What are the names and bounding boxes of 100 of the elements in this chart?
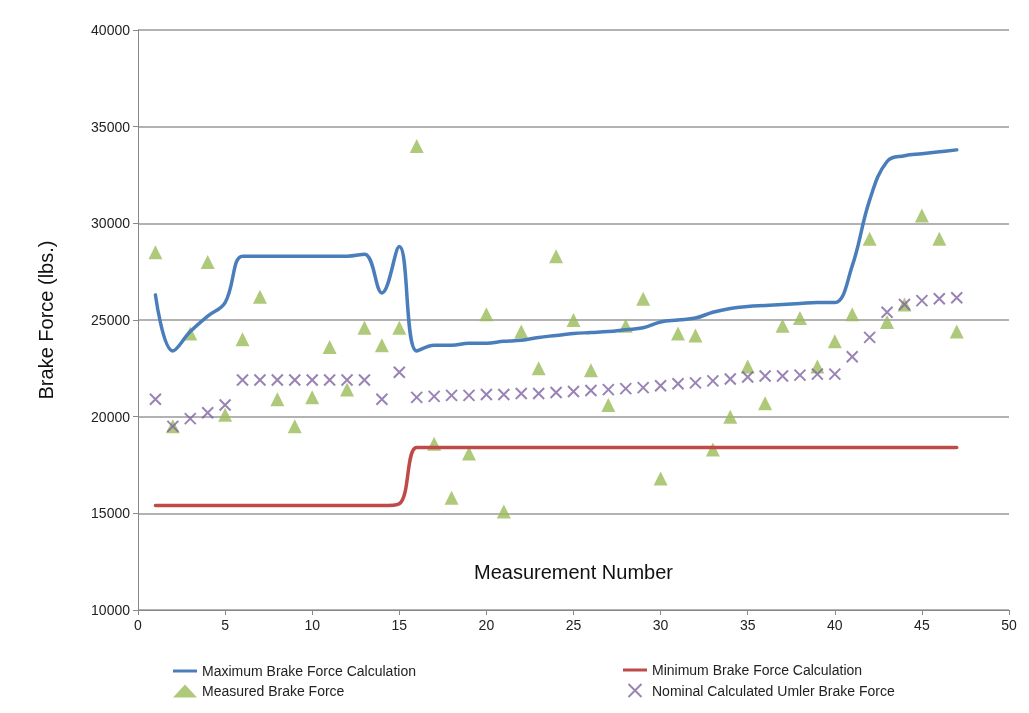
y-tick-label: 30000 bbox=[91, 215, 131, 232]
point bbox=[601, 398, 616, 413]
point bbox=[409, 139, 424, 153]
point bbox=[741, 370, 755, 384]
point bbox=[915, 294, 929, 308]
point bbox=[270, 392, 285, 407]
point bbox=[444, 490, 459, 505]
point bbox=[445, 388, 459, 402]
point bbox=[497, 387, 511, 401]
point bbox=[793, 368, 807, 382]
point bbox=[863, 330, 877, 344]
x-tick-label: 20 bbox=[478, 617, 495, 633]
point bbox=[775, 318, 790, 333]
point bbox=[723, 372, 737, 386]
point bbox=[723, 409, 738, 424]
point bbox=[374, 338, 389, 353]
point bbox=[584, 384, 598, 398]
x-tick-label: 35 bbox=[739, 617, 756, 633]
y-tick-label: 10000 bbox=[91, 602, 131, 618]
point bbox=[688, 328, 703, 343]
point bbox=[566, 313, 581, 327]
point bbox=[148, 392, 162, 406]
x-axis-title: Measurement Number bbox=[474, 561, 674, 583]
point bbox=[776, 369, 790, 383]
point bbox=[914, 208, 929, 223]
x-tick-label: 50 bbox=[1001, 617, 1017, 633]
point bbox=[514, 324, 529, 339]
point bbox=[567, 385, 580, 399]
point bbox=[183, 412, 197, 426]
point bbox=[950, 291, 964, 305]
point bbox=[201, 406, 215, 420]
point bbox=[410, 390, 424, 404]
legend-label: Minimum Brake Force Calculation bbox=[652, 662, 863, 678]
point bbox=[357, 320, 372, 335]
point bbox=[252, 289, 267, 304]
y-tick-label: 25000 bbox=[91, 312, 131, 328]
point bbox=[236, 373, 250, 387]
point bbox=[636, 381, 650, 395]
point bbox=[288, 373, 302, 387]
point bbox=[323, 373, 337, 387]
point bbox=[932, 231, 947, 246]
point bbox=[270, 373, 284, 387]
point bbox=[200, 255, 215, 269]
point bbox=[880, 305, 894, 319]
point bbox=[218, 398, 232, 412]
legend-label: Nominal Calculated Umler Brake Force bbox=[652, 682, 895, 699]
point bbox=[880, 314, 895, 329]
point bbox=[479, 307, 494, 322]
point bbox=[148, 245, 163, 260]
point bbox=[810, 367, 824, 381]
x-tick-label: 25 bbox=[565, 617, 582, 633]
point bbox=[532, 386, 546, 400]
point bbox=[305, 373, 319, 387]
point bbox=[357, 373, 371, 387]
point bbox=[340, 373, 354, 387]
point bbox=[235, 332, 250, 347]
point bbox=[758, 369, 772, 383]
point bbox=[688, 376, 702, 390]
point bbox=[479, 387, 493, 401]
y-tick-label: 35000 bbox=[91, 118, 131, 135]
point bbox=[636, 291, 651, 306]
point bbox=[706, 374, 720, 388]
point bbox=[671, 377, 685, 391]
x-tick-label: 15 bbox=[391, 617, 408, 633]
point bbox=[462, 388, 476, 402]
x-tick-label: 30 bbox=[652, 617, 669, 633]
point bbox=[862, 231, 877, 246]
point bbox=[827, 334, 842, 349]
y-tick-label: 40000 bbox=[91, 22, 131, 38]
y-tick-label: 15000 bbox=[91, 505, 131, 522]
point bbox=[253, 373, 267, 387]
y-axis-title: Brake Force (lbs.) bbox=[35, 240, 57, 400]
y-tick-label: 20000 bbox=[91, 408, 131, 425]
x-tick-label: 0 bbox=[134, 617, 143, 633]
point bbox=[375, 392, 389, 406]
point bbox=[218, 407, 233, 422]
point bbox=[654, 379, 668, 393]
point bbox=[619, 382, 633, 396]
legend-label: Measured Brake Force bbox=[202, 683, 345, 699]
point bbox=[392, 320, 407, 335]
point bbox=[792, 311, 807, 326]
point bbox=[322, 340, 337, 355]
point bbox=[514, 386, 528, 400]
point bbox=[549, 249, 564, 264]
point bbox=[392, 365, 406, 379]
point bbox=[427, 389, 441, 403]
point bbox=[758, 396, 773, 411]
point bbox=[340, 382, 355, 397]
line-series bbox=[153, 148, 959, 353]
point bbox=[845, 350, 859, 364]
point bbox=[949, 324, 964, 339]
point bbox=[601, 383, 615, 397]
point bbox=[549, 386, 563, 399]
x-tick-label: 5 bbox=[221, 617, 230, 633]
point bbox=[583, 363, 598, 378]
point bbox=[828, 367, 842, 381]
point bbox=[305, 390, 320, 405]
point bbox=[496, 504, 511, 519]
x-tick-label: 10 bbox=[304, 617, 321, 633]
point bbox=[671, 326, 686, 341]
